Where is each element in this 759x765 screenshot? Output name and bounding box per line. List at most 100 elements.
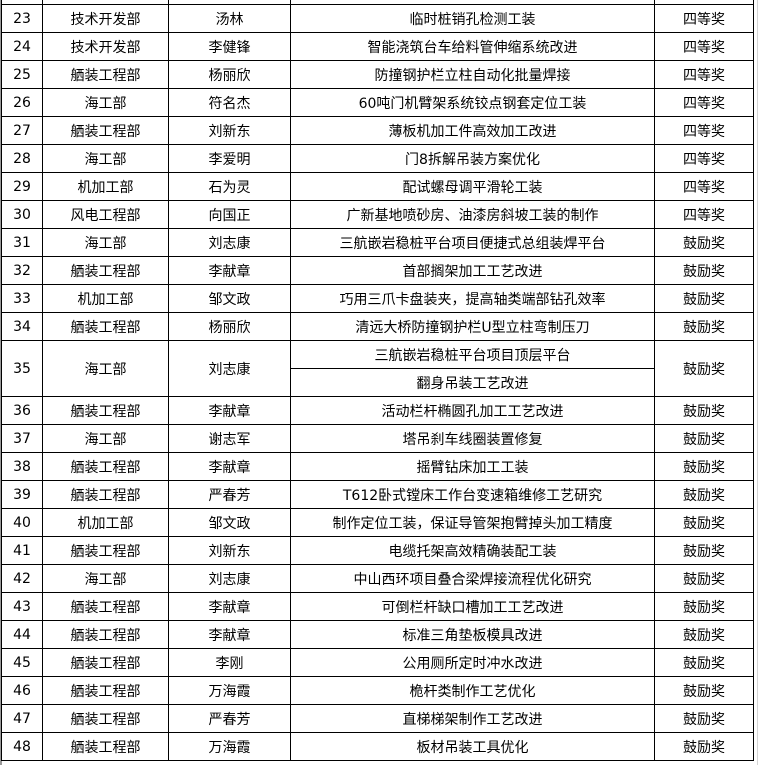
person-name-cell: 刘新东 — [168, 536, 291, 565]
project-title-cell: 制作定位工装，保证导管架抱臂掉头加工精度 — [290, 508, 655, 537]
person-name-cell: 汤林 — [168, 4, 291, 33]
award-level-cell: 鼓励奖 — [654, 592, 754, 621]
award-level-cell: 鼓励奖 — [654, 480, 754, 509]
person-name-cell: 万海霞 — [168, 732, 291, 761]
person-name-cell: 杨丽欣 — [168, 312, 291, 341]
award-level-cell: 四等奖 — [654, 172, 754, 201]
person-name-cell: 李爱明 — [168, 144, 291, 173]
row-number: 33 — [1, 284, 43, 313]
table-row: 47 舾装工程部 严春芳 直梯梯架制作工艺改进 鼓励奖 — [1, 704, 754, 733]
department-cell: 舾装工程部 — [42, 116, 169, 145]
row-number: 24 — [1, 32, 43, 61]
table-row: 34 舾装工程部 杨丽欣 清远大桥防撞钢护栏U型立柱弯制压刀 鼓励奖 — [1, 312, 754, 341]
row-number: 42 — [1, 564, 43, 593]
table-row: 25 舾装工程部 杨丽欣 防撞钢护栏立柱自动化批量焊接 四等奖 — [1, 60, 754, 89]
department-cell: 舾装工程部 — [42, 452, 169, 481]
row-number: 48 — [1, 732, 43, 761]
table-row: 35 海工部 刘志康 三航嵌岩稳桩平台项目顶层平台 鼓励奖 — [1, 340, 754, 397]
table-row: 48 舾装工程部 万海霞 板材吊装工具优化 鼓励奖 — [1, 732, 754, 761]
table-row-continuation: 翻身吊装工艺改进 — [2, 368, 754, 397]
department-cell: 舾装工程部 — [42, 536, 169, 565]
department-cell: 海工部 — [42, 564, 169, 593]
award-level-cell: 鼓励奖 — [654, 676, 754, 705]
award-level-cell: 鼓励奖 — [654, 648, 754, 677]
project-title-cell: 塔吊刹车线圈装置修复 — [290, 424, 655, 453]
project-title-cell: 电缆托架高效精确装配工装 — [290, 536, 655, 565]
row-number: 46 — [1, 676, 43, 705]
award-level-cell: 鼓励奖 — [654, 732, 754, 761]
person-name-cell: 李献章 — [168, 452, 291, 481]
row-number: 38 — [1, 452, 43, 481]
department-cell: 舾装工程部 — [42, 676, 169, 705]
table-row: 45 舾装工程部 李刚 公用厕所定时冲水改进 鼓励奖 — [1, 648, 754, 677]
project-title-cell: 防撞钢护栏立柱自动化批量焊接 — [290, 60, 655, 89]
table-row: 37 海工部 谢志军 塔吊刹车线圈装置修复 鼓励奖 — [1, 424, 754, 453]
gridline — [757, 0, 758, 765]
table-row: 31 海工部 刘志康 三航嵌岩稳桩平台项目便捷式总组装焊平台 鼓励奖 — [1, 228, 754, 257]
award-level-cell: 鼓励奖 — [654, 424, 754, 453]
project-title-cell: 门8拆解吊装方案优化 — [290, 144, 655, 173]
project-title-cell: 清远大桥防撞钢护栏U型立柱弯制压刀 — [290, 312, 655, 341]
table-row: 28 海工部 李爱明 门8拆解吊装方案优化 四等奖 — [1, 144, 754, 173]
table-row: 24 技术开发部 李健锋 智能浇筑台车给料管伸缩系统改进 四等奖 — [1, 32, 754, 61]
award-level-cell: 鼓励奖 — [654, 256, 754, 285]
award-level-cell: 四等奖 — [654, 200, 754, 229]
award-level-cell: 鼓励奖 — [654, 564, 754, 593]
row-number: 44 — [1, 620, 43, 649]
project-title-cell: 板材吊装工具优化 — [290, 732, 655, 761]
person-name-cell: 刘志康 — [168, 228, 291, 257]
person-name-cell: 谢志军 — [168, 424, 291, 453]
row-number: 25 — [1, 60, 43, 89]
award-level-cell: 鼓励奖 — [654, 536, 754, 565]
person-name-cell: 万海霞 — [168, 676, 291, 705]
project-title-cell: 直梯梯架制作工艺改进 — [290, 704, 655, 733]
project-title-cell: 临时桩销孔检测工装 — [290, 4, 655, 33]
department-cell: 舾装工程部 — [42, 480, 169, 509]
department-cell: 机加工部 — [42, 284, 169, 313]
department-cell: 舾装工程部 — [42, 256, 169, 285]
award-level-cell: 四等奖 — [654, 60, 754, 89]
row-number: 27 — [1, 116, 43, 145]
department-cell: 海工部 — [42, 424, 169, 453]
row-number: 28 — [1, 144, 43, 173]
person-name-cell: 符名杰 — [168, 88, 291, 117]
row-number: 37 — [1, 424, 43, 453]
department-cell: 机加工部 — [42, 172, 169, 201]
project-title-cell: 公用厕所定时冲水改进 — [290, 648, 655, 677]
project-title-cell: 三航嵌岩稳桩平台项目便捷式总组装焊平台 — [290, 228, 655, 257]
award-level-cell: 四等奖 — [654, 32, 754, 61]
row-number: 43 — [1, 592, 43, 621]
table-row: 38 舾装工程部 李献章 摇臂钻床加工工装 鼓励奖 — [1, 452, 754, 481]
project-title-cell: 标准三角垫板模具改进 — [290, 620, 655, 649]
project-title-cell: 广新基地喷砂房、油漆房斜坡工装的制作 — [290, 200, 655, 229]
table-row: 41 舾装工程部 刘新东 电缆托架高效精确装配工装 鼓励奖 — [1, 536, 754, 565]
project-title-cell: 翻身吊装工艺改进 — [290, 368, 655, 397]
project-title-cell: 可倒栏杆缺口槽加工工艺改进 — [290, 592, 655, 621]
department-cell: 舾装工程部 — [42, 592, 169, 621]
person-name-cell: 刘志康 — [168, 340, 291, 397]
department-cell: 技术开发部 — [42, 4, 169, 33]
department-cell: 舾装工程部 — [42, 312, 169, 341]
table-row: 30 风电工程部 向国正 广新基地喷砂房、油漆房斜坡工装的制作 四等奖 — [1, 200, 754, 229]
table-row: 40 机加工部 邹文政 制作定位工装，保证导管架抱臂掉头加工精度 鼓励奖 — [1, 508, 754, 537]
person-name-cell: 向国正 — [168, 200, 291, 229]
department-cell: 海工部 — [42, 144, 169, 173]
project-title-cell: 薄板机加工件高效加工改进 — [290, 116, 655, 145]
award-level-cell: 鼓励奖 — [654, 508, 754, 537]
award-level-cell: 鼓励奖 — [654, 452, 754, 481]
person-name-cell: 李健锋 — [168, 32, 291, 61]
award-level-cell: 鼓励奖 — [654, 340, 754, 397]
department-cell: 舾装工程部 — [42, 396, 169, 425]
department-cell: 舾装工程部 — [42, 620, 169, 649]
project-title-cell: 摇臂钻床加工工装 — [290, 452, 655, 481]
table-row: 43 舾装工程部 李献章 可倒栏杆缺口槽加工工艺改进 鼓励奖 — [1, 592, 754, 621]
row-number: 34 — [1, 312, 43, 341]
project-title-cell: 中山西环项目叠合梁焊接流程优化研究 — [290, 564, 655, 593]
table-row: 39 舾装工程部 严春芳 T612卧式镗床工作台变速箱维修工艺研究 鼓励奖 — [1, 480, 754, 509]
project-title-cell: 首部搁架加工工艺改进 — [290, 256, 655, 285]
department-cell: 海工部 — [42, 228, 169, 257]
person-name-cell: 严春芳 — [168, 704, 291, 733]
department-cell: 技术开发部 — [42, 32, 169, 61]
project-title-cell: 巧用三爪卡盘装夹，提高轴类端部钻孔效率 — [290, 284, 655, 313]
